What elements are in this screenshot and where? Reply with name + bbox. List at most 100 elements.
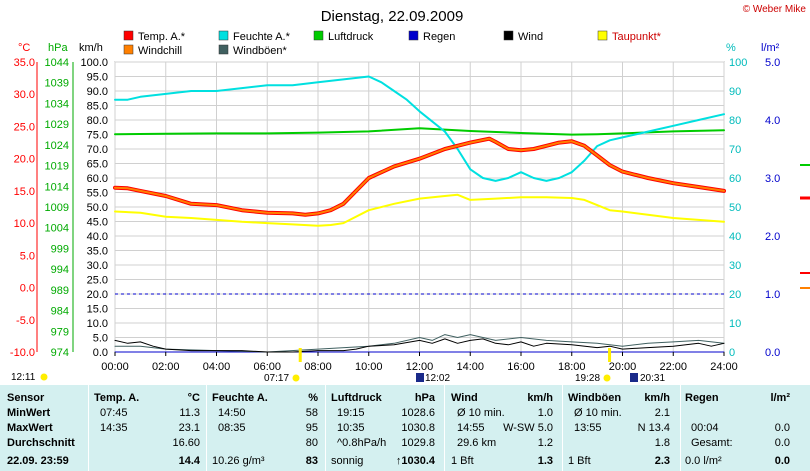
pressure-unit-label: hPa bbox=[48, 42, 68, 54]
humidity-tick-label: 90 bbox=[729, 86, 741, 98]
humidity-row-value: 95 bbox=[305, 422, 318, 434]
wind-row-value: 1.0 bbox=[537, 407, 553, 419]
series-windchill bbox=[114, 137, 725, 216]
humidity-row-value: 80 bbox=[305, 437, 318, 449]
pressure-row-label: 10:35 bbox=[337, 422, 365, 434]
wind-tick-label: 5.0 bbox=[93, 333, 108, 345]
wind-unit-label: km/h bbox=[79, 42, 103, 54]
wind-tick-label: 85.0 bbox=[87, 101, 108, 113]
pressure-tick-label: 1039 bbox=[45, 78, 69, 90]
humidity-tick-label: 20 bbox=[729, 289, 741, 301]
legend-swatch bbox=[408, 30, 419, 41]
wind-tick-label: 45.0 bbox=[87, 217, 108, 229]
wind-tick-label: 55.0 bbox=[87, 188, 108, 200]
wind-unit: km/h bbox=[527, 392, 553, 404]
wind-tick-label: 90.0 bbox=[87, 86, 108, 98]
left-time-label: 12:11 bbox=[11, 372, 36, 383]
temp-tick-label: 15.0 bbox=[14, 186, 35, 198]
wind-header: Wind bbox=[451, 392, 478, 404]
rain-tick-label: 3.0 bbox=[765, 173, 780, 185]
legend-label: Taupunkt* bbox=[612, 31, 662, 43]
pressure-row-label: 19:15 bbox=[337, 407, 365, 419]
temp-unit: °C bbox=[187, 392, 200, 404]
temp-tick-label: -5.0 bbox=[16, 315, 35, 327]
x-tick-label: 14:00 bbox=[456, 361, 484, 373]
wind-tick-label: 65.0 bbox=[87, 159, 108, 171]
temp-tick-label: -10.0 bbox=[10, 347, 35, 359]
gusts-row-value: 2.1 bbox=[654, 407, 670, 419]
wind-tick-label: 50.0 bbox=[87, 202, 108, 214]
pressure-tick-label: 1014 bbox=[45, 181, 69, 193]
row-label-max: MaxWert bbox=[7, 422, 53, 434]
wind-tick-label: 10.0 bbox=[87, 318, 108, 330]
pressure-tick-label: 999 bbox=[51, 243, 69, 255]
pressure-tick-label: 1044 bbox=[45, 57, 69, 69]
rain-tick-label: 5.0 bbox=[765, 57, 780, 69]
temp-header: Temp. A. bbox=[94, 392, 140, 404]
moonrise-icon bbox=[416, 373, 424, 382]
rain-row-label: Gesamt: bbox=[691, 437, 733, 449]
row-label-current: 22.09. 23:59 bbox=[7, 455, 69, 467]
gusts-row-value: 1.8 bbox=[654, 437, 670, 449]
legend-label: Windböen* bbox=[233, 45, 288, 57]
legend-swatch bbox=[597, 30, 608, 41]
pressure-unit: hPa bbox=[414, 392, 435, 404]
wind-tick-label: 35.0 bbox=[87, 246, 108, 258]
rain-row-label: 00:04 bbox=[691, 422, 719, 434]
temp-unit-label: °C bbox=[18, 42, 30, 54]
rain-tick-label: 2.0 bbox=[765, 231, 780, 243]
pressure-tick-label: 1024 bbox=[45, 140, 69, 152]
rain-unit-label: l/m² bbox=[761, 42, 780, 54]
column-divider bbox=[680, 385, 681, 471]
wind-row-label: 29.6 km bbox=[457, 437, 497, 449]
wind-row-value: 1.2 bbox=[537, 437, 553, 449]
pressure-header: Luftdruck bbox=[331, 392, 382, 404]
pressure-tick-label: 979 bbox=[51, 326, 69, 338]
series-taupunkt bbox=[114, 193, 725, 227]
column-divider bbox=[88, 385, 89, 471]
temp-tick-label: 25.0 bbox=[14, 121, 35, 133]
series-feuchte-a bbox=[114, 75, 725, 182]
column-divider bbox=[444, 385, 445, 471]
legend-label: Regen bbox=[423, 31, 455, 43]
pressure-row-label: ^0.8hPa/h bbox=[337, 437, 387, 449]
wind-tick-label: 40.0 bbox=[87, 231, 108, 243]
x-tick-label: 22:00 bbox=[659, 361, 687, 373]
x-tick-label: 12:00 bbox=[406, 361, 434, 373]
sunrise-sun-icon bbox=[292, 374, 300, 382]
humidity-tick-label: 60 bbox=[729, 173, 741, 185]
rain-tick-label: 0.0 bbox=[765, 347, 780, 359]
sunrise-time: 07:17 bbox=[264, 373, 289, 384]
temp-row-value: 14.4 bbox=[178, 455, 200, 467]
pressure-tick-label: 989 bbox=[51, 285, 69, 297]
humidity-tick-label: 30 bbox=[729, 260, 741, 272]
column-divider bbox=[206, 385, 207, 471]
rain-row-value: 0.0 bbox=[774, 455, 790, 467]
rain-tick-label: 4.0 bbox=[765, 115, 780, 127]
sunset-sun-icon bbox=[603, 374, 611, 382]
wind-row-value: 1.3 bbox=[537, 455, 553, 467]
credit-label: © Weber Mike bbox=[743, 4, 807, 15]
legend: Temp. A.* Feuchte A.* Luftdruck Regen Wind Ta… bbox=[123, 30, 662, 57]
legend-swatch bbox=[123, 30, 134, 41]
rain-row-label: 0.0 l/m² bbox=[685, 455, 722, 467]
pressure-row-label: sonnig bbox=[331, 455, 364, 467]
rain-row-value: 0.0 bbox=[774, 422, 790, 434]
legend-swatch bbox=[123, 44, 134, 55]
temp-row-value: 16.60 bbox=[172, 437, 200, 449]
moonset-time: 20:31 bbox=[640, 373, 665, 384]
moonrise-time: 12:02 bbox=[425, 373, 450, 384]
moonset-icon bbox=[630, 373, 638, 382]
humidity-row-value: 83 bbox=[305, 455, 318, 467]
axis-units: °C hPa km/h % l/m² bbox=[18, 42, 780, 54]
pressure-row-value: 1028.6 bbox=[401, 407, 435, 419]
wind-tick-label: 30.0 bbox=[87, 260, 108, 272]
pressure-row-value: 1030.8 bbox=[401, 422, 435, 434]
humidity-row-label: 10.26 g/m³ bbox=[212, 455, 265, 467]
wind-tick-label: 60.0 bbox=[87, 173, 108, 185]
temp-tick-label: 20.0 bbox=[14, 154, 35, 166]
x-tick-label: 20:00 bbox=[609, 361, 637, 373]
gusts-unit: km/h bbox=[644, 392, 670, 404]
wind-row-label: Ø 10 min. bbox=[457, 407, 505, 419]
wind-tick-label: 80.0 bbox=[87, 115, 108, 127]
